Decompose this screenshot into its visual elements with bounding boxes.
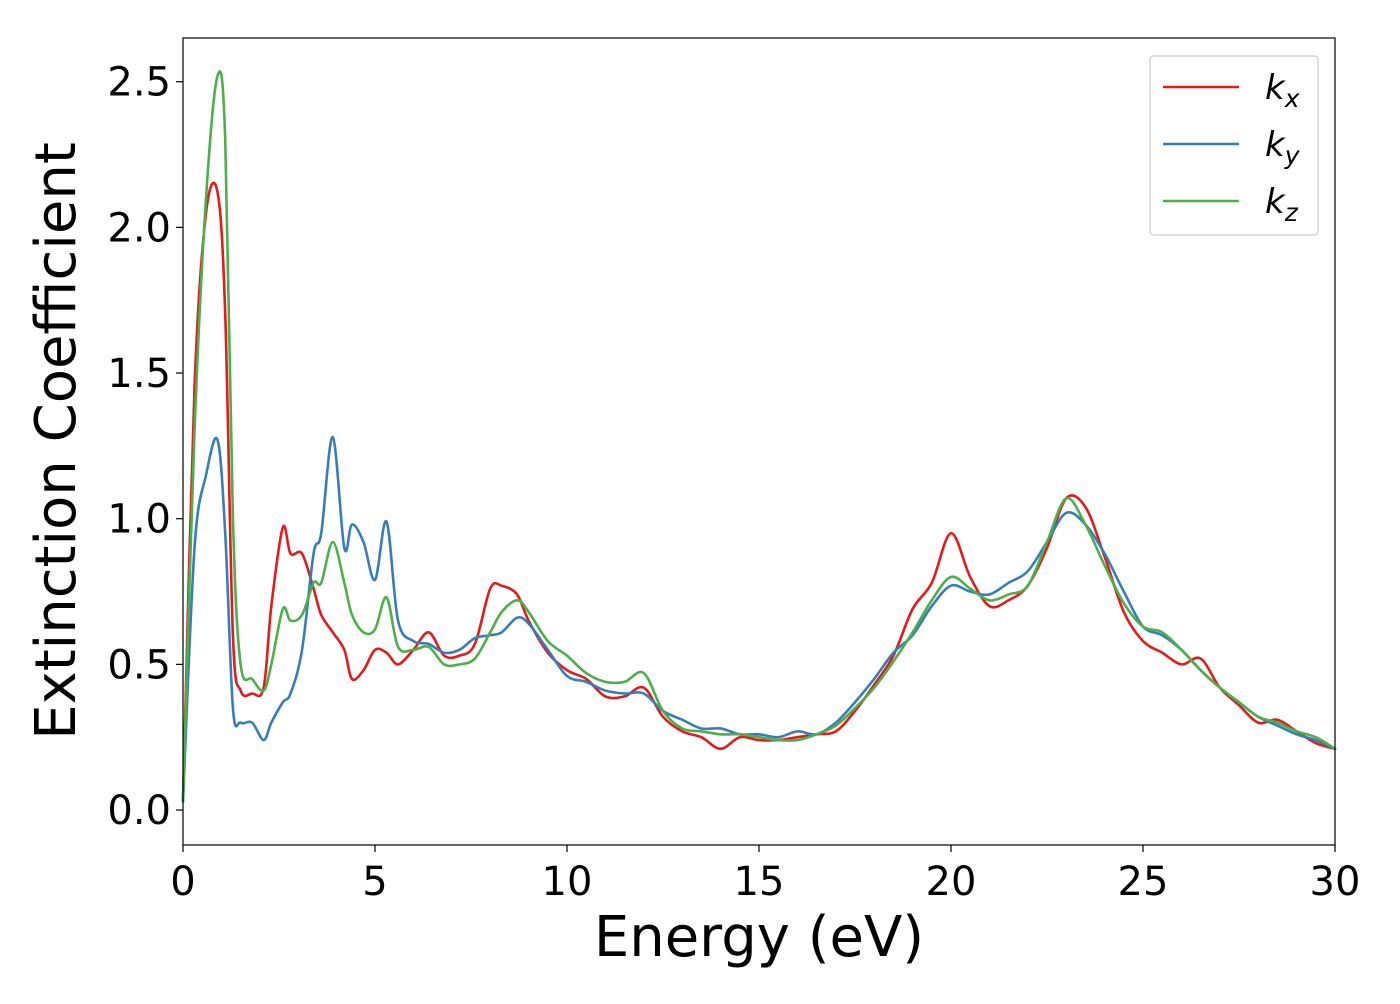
y-axis-title: Extinction Coefficient — [24, 142, 89, 740]
y-tick-label: 1.5 — [107, 351, 171, 397]
legend-label-kz: kz — [1265, 182, 1299, 227]
x-tick-label: 25 — [1118, 859, 1169, 905]
legend-label-subscript: x — [1284, 84, 1300, 113]
series-layer — [181, 70, 1337, 803]
series-line-ky — [181, 435, 1337, 803]
y-axis: 0.0 0.5 1.0 1.5 2.0 2.5 — [107, 60, 183, 834]
x-tick-label: 10 — [542, 859, 593, 905]
x-tick-label: 20 — [926, 859, 977, 905]
series-line-kx — [181, 181, 1337, 803]
y-tick-label: 1.0 — [107, 497, 171, 543]
legend-label-ky: ky — [1265, 125, 1301, 170]
legend-label-subscript: z — [1284, 198, 1299, 227]
x-axis: 0 5 10 15 20 25 30 — [170, 845, 1360, 905]
x-tick-label: 0 — [170, 859, 195, 905]
legend-label-main: k — [1265, 68, 1286, 108]
legend-label-main: k — [1265, 125, 1286, 165]
y-tick-label: 0.5 — [107, 642, 171, 688]
x-tick-label: 5 — [362, 859, 387, 905]
legend-box — [1149, 55, 1319, 236]
x-tick-label: 15 — [734, 859, 785, 905]
x-axis-title: Energy (eV) — [594, 905, 924, 970]
series-line-kz — [181, 70, 1337, 803]
legend-label-subscript: y — [1284, 141, 1301, 170]
y-tick-label: 2.0 — [107, 205, 171, 251]
y-tick-label: 2.5 — [107, 60, 171, 106]
legend-label-kx: kx — [1265, 68, 1300, 113]
y-tick-label: 0.0 — [107, 788, 171, 834]
legend-label-main: k — [1265, 182, 1286, 222]
x-tick-label: 30 — [1310, 859, 1361, 905]
